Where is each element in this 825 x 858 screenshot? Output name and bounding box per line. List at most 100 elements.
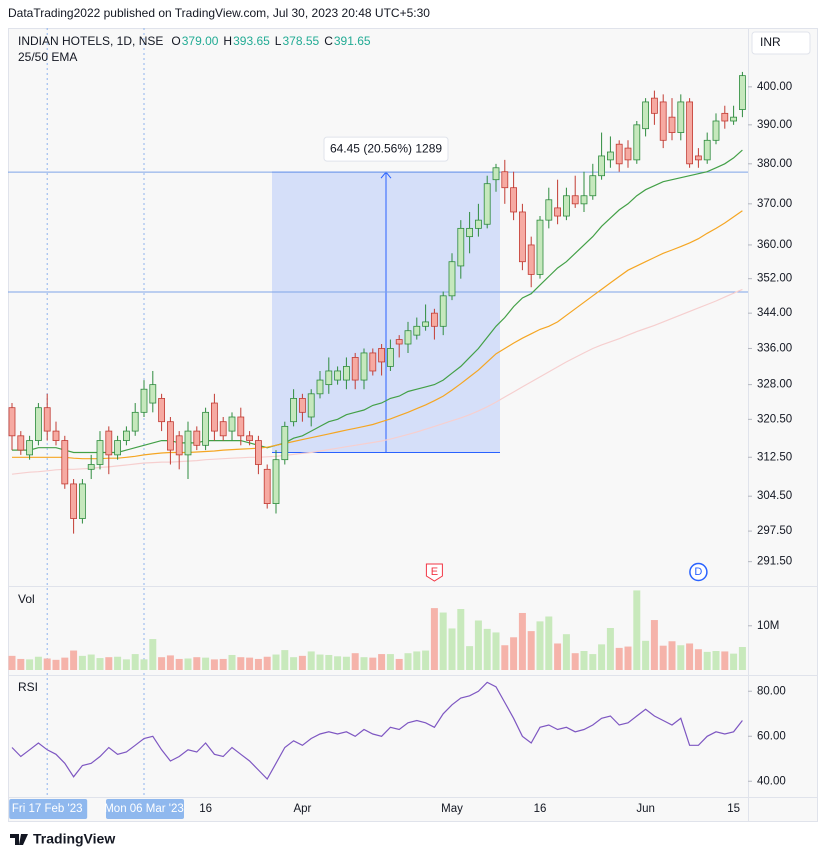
candle-body bbox=[721, 112, 729, 122]
volume-bar bbox=[677, 645, 685, 670]
y-tick-label: 320.50 bbox=[757, 413, 792, 425]
volume-bar bbox=[466, 646, 474, 670]
volume-bar bbox=[246, 657, 254, 670]
candle-body bbox=[342, 366, 350, 381]
candle-body bbox=[607, 151, 614, 161]
volume-bar bbox=[360, 657, 368, 670]
volume-bar bbox=[659, 645, 667, 670]
candle-body bbox=[430, 312, 438, 327]
y-tick-label: 304.50 bbox=[757, 490, 792, 502]
ohlc-key: C bbox=[324, 34, 333, 48]
volume-bar bbox=[624, 646, 632, 670]
volume-bar bbox=[501, 645, 509, 670]
volume-bar bbox=[589, 654, 597, 670]
ohlc-value: 378.55 bbox=[282, 34, 319, 48]
volume-bar bbox=[536, 621, 544, 670]
volume-bar bbox=[325, 654, 333, 670]
x-tick-label: Apr bbox=[293, 803, 311, 815]
indicator-label: 25/50 EMA bbox=[18, 50, 77, 64]
volume-bar bbox=[87, 654, 95, 670]
pane-title: RSI bbox=[18, 680, 38, 694]
volume-bar bbox=[307, 651, 315, 670]
y-tick-label: 400.00 bbox=[757, 81, 792, 93]
y-tick-label: 312.50 bbox=[757, 451, 792, 463]
candle-body bbox=[105, 430, 113, 456]
event-label: D bbox=[694, 566, 702, 578]
candle-body bbox=[8, 407, 16, 437]
y-tick-label: 380.00 bbox=[757, 158, 792, 170]
pane-title: Vol bbox=[18, 592, 35, 606]
volume-bar bbox=[395, 658, 403, 670]
volume-bar bbox=[580, 650, 588, 670]
y-tick-label: 10M bbox=[757, 620, 779, 632]
publisher-line: DataTrading2022 published on TradingView… bbox=[8, 6, 430, 20]
candle-body bbox=[501, 171, 509, 189]
candle-body bbox=[695, 155, 702, 161]
volume-bar bbox=[518, 612, 526, 670]
volume-bar bbox=[694, 649, 702, 670]
chart-layer: 291.50 297.50 304.50 312.50 320.50 328.00 336.… bbox=[8, 28, 818, 822]
volume-bar bbox=[386, 654, 394, 670]
volume-bar bbox=[166, 655, 174, 670]
candle-body bbox=[519, 211, 526, 263]
candle-body bbox=[545, 199, 553, 221]
x-tick-label: Mon 06 Mar '23 bbox=[104, 803, 184, 815]
y-tick-label: 60.00 bbox=[757, 730, 786, 742]
date-label-bg bbox=[106, 799, 184, 819]
event-label: E bbox=[431, 566, 438, 578]
currency-box bbox=[751, 31, 811, 55]
ema-line bbox=[12, 149, 743, 454]
ohlc-value: 391.65 bbox=[334, 34, 371, 48]
volume-bar bbox=[721, 651, 729, 670]
volume-bar bbox=[298, 655, 306, 670]
volume-bar bbox=[598, 644, 606, 670]
volume-bar bbox=[342, 656, 350, 670]
candle-body bbox=[210, 402, 218, 432]
candle-body bbox=[615, 143, 623, 165]
brand: TradingView bbox=[33, 831, 115, 847]
candle-body bbox=[219, 421, 227, 437]
x-tick-label: Jun bbox=[636, 803, 655, 815]
volume-bar bbox=[483, 628, 491, 670]
y-tick-label: 370.00 bbox=[757, 198, 792, 210]
candle-body bbox=[677, 101, 685, 133]
ohlc-key: L bbox=[275, 34, 282, 48]
candle-body bbox=[703, 139, 711, 161]
candle-body bbox=[123, 430, 130, 441]
volume-bar bbox=[122, 659, 130, 670]
candle-body bbox=[448, 261, 456, 297]
candle-body bbox=[483, 183, 491, 225]
volume-bar bbox=[272, 654, 280, 670]
volume-bar bbox=[492, 632, 500, 670]
event-marker bbox=[689, 562, 708, 582]
candle-body bbox=[422, 321, 430, 327]
volume-bar bbox=[615, 647, 623, 670]
candle-body bbox=[334, 370, 342, 381]
candle-body bbox=[272, 459, 280, 504]
candle-body bbox=[43, 407, 51, 432]
volume-bar bbox=[738, 647, 746, 670]
candle-body bbox=[307, 393, 315, 418]
candle-body bbox=[254, 440, 262, 465]
candle-body bbox=[659, 101, 667, 141]
x-tick-label: 16 bbox=[199, 803, 212, 815]
volume-bar bbox=[149, 639, 157, 670]
volume-bar bbox=[61, 657, 69, 670]
candle-body bbox=[554, 207, 561, 217]
volume-bar bbox=[219, 658, 227, 670]
volume-bar bbox=[316, 654, 324, 670]
candle-body bbox=[563, 195, 570, 217]
volume-bar bbox=[334, 656, 342, 670]
y-tick-label: 390.00 bbox=[757, 119, 792, 131]
date-label-box: Mon 06 Mar '23 bbox=[104, 799, 184, 819]
candle-body bbox=[87, 464, 95, 470]
volume-bar bbox=[78, 655, 86, 670]
y-tick-label: 336.00 bbox=[757, 343, 792, 355]
volume-bar bbox=[210, 659, 218, 670]
x-tick-label: May bbox=[441, 803, 463, 815]
candle-body bbox=[686, 101, 693, 165]
candle-body bbox=[536, 219, 544, 275]
candle-body bbox=[413, 325, 421, 336]
ohlc-value: 379.00 bbox=[182, 34, 219, 48]
candle-body bbox=[246, 435, 254, 441]
